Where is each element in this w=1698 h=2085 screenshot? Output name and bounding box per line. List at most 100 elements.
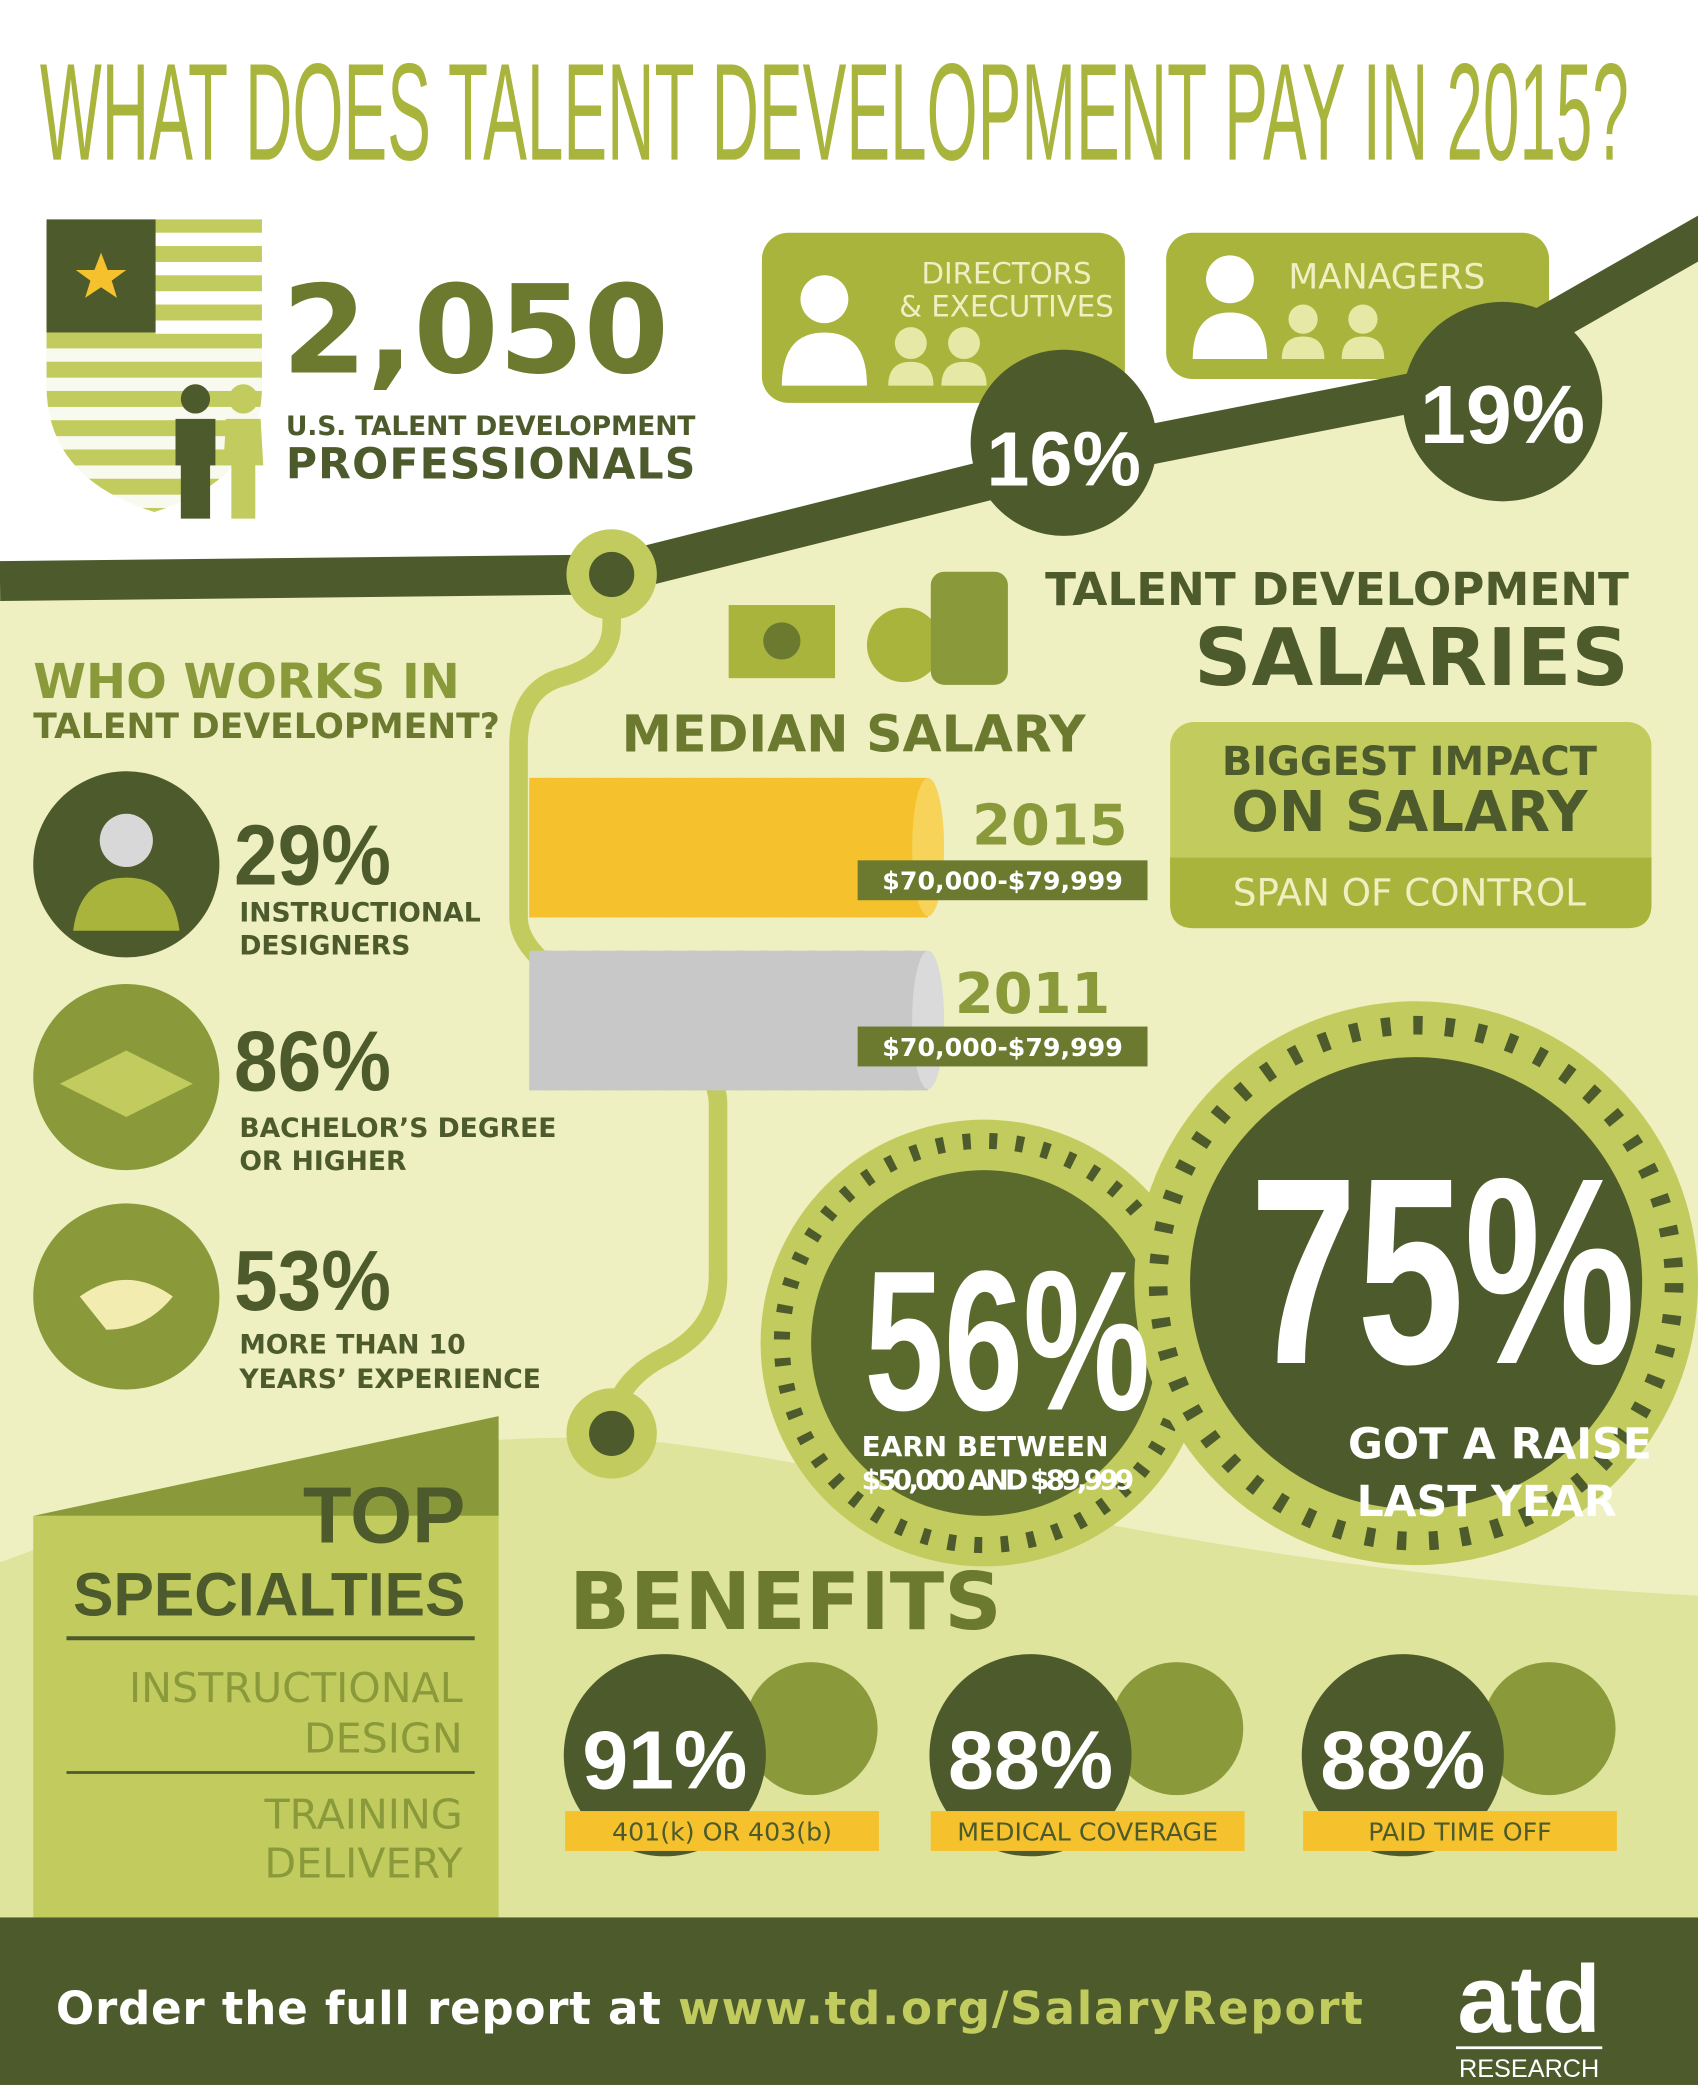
- box-shadow: [33, 1416, 499, 1516]
- item-label: INSTRUCTIONAL: [239, 897, 480, 928]
- icon-body: [1192, 312, 1268, 360]
- benefit-label-box: [930, 1811, 1245, 1851]
- benefit-label: MEDICAL COVERAGE: [957, 1817, 1218, 1846]
- salary-range: $70,000-$79,999: [882, 867, 1122, 896]
- stat-label: GOT A RAISE: [1348, 1421, 1652, 1470]
- stat-percent: 56%: [864, 1229, 1150, 1452]
- role-icons: [888, 304, 1385, 386]
- benefit-percent: 88%: [1320, 1714, 1485, 1806]
- stat-label: EARN BETWEEN: [862, 1430, 1109, 1463]
- person-head: [228, 384, 258, 414]
- impact-title: ON SALARY: [1231, 780, 1588, 845]
- footer: [0, 1917, 1698, 2085]
- benefit-percent: 88%: [948, 1714, 1113, 1806]
- range-box: [857, 860, 1148, 901]
- specialty: TRAINING: [263, 1790, 462, 1838]
- icon-body: [941, 361, 987, 386]
- item-label: OR HIGHER: [239, 1146, 406, 1177]
- benefit-icon-circle: [744, 1662, 878, 1796]
- icon-head: [948, 327, 980, 360]
- item-label: DESIGNERS: [239, 931, 410, 962]
- item-percent: 53%: [234, 1234, 391, 1329]
- stat-disk: [811, 1170, 1157, 1516]
- item-label: YEARS’ EXPERIENCE: [238, 1364, 541, 1395]
- specialty: INSTRUCTIONAL: [129, 1664, 463, 1712]
- logo-sub: RESEARCH: [1459, 2055, 1599, 2083]
- icon-head: [1348, 304, 1378, 334]
- stripe: [155, 261, 262, 276]
- icon-body: [1341, 336, 1385, 360]
- section-title: WHO WORKS IN: [33, 655, 460, 710]
- stat-ring-dash: [1148, 1015, 1684, 1551]
- icon-body: [888, 361, 934, 386]
- specialties-title: SPECIALTIES: [73, 1561, 465, 1629]
- section-title: TALENT DEVELOPMENT?: [33, 707, 500, 747]
- person-head: [180, 384, 211, 414]
- money-icon: [763, 622, 801, 660]
- stripe: [46, 348, 262, 362]
- section-title: SALARIES: [1194, 611, 1629, 704]
- coin-stack-icon: [930, 571, 1008, 685]
- stripe: [155, 291, 262, 305]
- role-label: & EXECUTIVES: [899, 289, 1114, 323]
- role-label: MANAGERS: [1288, 258, 1485, 298]
- coin-end: [912, 950, 945, 1090]
- year: 2011: [955, 962, 1110, 1027]
- section-title: TALENT DEVELOPMENT: [1045, 563, 1629, 616]
- star: [75, 252, 127, 298]
- icon-body: [781, 332, 867, 386]
- icon-head: [894, 327, 927, 360]
- coin-icon: [866, 607, 942, 683]
- stat-percent: 75%: [1250, 1123, 1636, 1420]
- benefit-icon-circle: [1482, 1662, 1616, 1796]
- percent-circle: [970, 349, 1157, 536]
- item-percent: 86%: [234, 1014, 391, 1109]
- icon-head: [1206, 255, 1254, 304]
- icon-head: [1288, 304, 1318, 334]
- stripe: [46, 465, 262, 479]
- benefit-percent: 91%: [582, 1714, 747, 1806]
- person-icon: [73, 877, 180, 931]
- item-label: MORE THAN 10: [239, 1330, 465, 1361]
- section-title: BENEFITS: [569, 1555, 1002, 1648]
- headline-label: PROFESSIONALS: [286, 441, 696, 490]
- role-percent: 19%: [1420, 369, 1585, 461]
- role-label: DIRECTORS: [921, 256, 1091, 290]
- icon-body: [1281, 336, 1325, 360]
- item-label: BACHELOR’S DEGREE: [239, 1113, 556, 1144]
- benefit-label: PAID TIME OFF: [1368, 1817, 1551, 1846]
- role-percent: 16%: [987, 416, 1141, 502]
- stat-label: $50,000 AND $89,999: [862, 1463, 1135, 1496]
- footer-text[interactable]: Order the full report at: [56, 1982, 661, 2035]
- headline-number: 2,050: [282, 258, 669, 401]
- impact-title: BIGGEST IMPACT: [1222, 739, 1597, 785]
- logo: atd: [1457, 1946, 1601, 2053]
- specialty: DESIGN: [304, 1715, 463, 1763]
- footer-url[interactable]: www.td.org/SalaryReport: [678, 1982, 1363, 2035]
- benefit-items: 91% 401(k) OR 403(b) 88% MEDICAL COVERAGE 88…: [563, 1654, 1617, 1857]
- stripe: [155, 232, 262, 247]
- impact-value: SPAN OF CONTROL: [1233, 871, 1586, 915]
- year: 2015: [972, 793, 1127, 858]
- benefit-icon-circle: [1110, 1662, 1244, 1796]
- stripe: [155, 320, 262, 334]
- benefit-circle: [563, 1654, 766, 1857]
- icon-head: [800, 275, 849, 324]
- benefit-circle: [1301, 1654, 1504, 1857]
- specialties-box: [33, 1515, 499, 1918]
- handshake-icon: [79, 1279, 173, 1330]
- coin-roll: [529, 950, 929, 1091]
- specialty: DELIVERY: [264, 1840, 463, 1888]
- benefit-label: 401(k) OR 403(b): [612, 1817, 832, 1846]
- role-icons: [781, 255, 1268, 386]
- percent-circle: [1402, 301, 1603, 502]
- person-body: [175, 418, 216, 519]
- median-label: MEDIAN SALARY: [622, 704, 1087, 763]
- stripe: [46, 377, 262, 391]
- timeline-node-center: [589, 551, 635, 598]
- person-body: [223, 418, 264, 519]
- item-percent: 29%: [234, 808, 391, 903]
